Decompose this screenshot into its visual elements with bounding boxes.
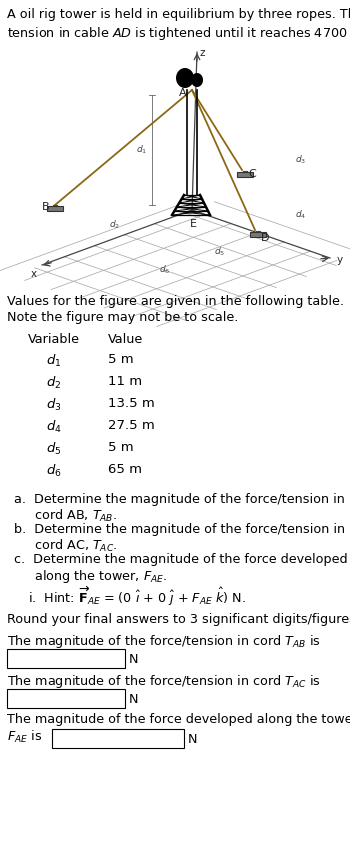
Text: 11 m: 11 m [108,375,142,388]
Text: D: D [261,233,270,243]
Text: The magnitude of the force developed along the tower: The magnitude of the force developed alo… [7,713,350,726]
Text: i.  Hint: $\overrightarrow{\mathbf{F}}_{AE}$ = (0 $\hat{\imath}$ + 0 $\hat{\jmat: i. Hint: $\overrightarrow{\mathbf{F}}_{A… [28,585,246,608]
Text: $d_3$: $d_3$ [295,154,306,166]
Text: Round your final answers to 3 significant digits/figures.: Round your final answers to 3 significan… [7,613,350,626]
Text: N: N [129,693,139,706]
Text: 65 m: 65 m [108,463,142,476]
Text: A oil rig tower is held in equilibrium by three ropes. The: A oil rig tower is held in equilibrium b… [7,8,350,21]
Text: z: z [200,48,205,58]
Text: Note the figure may not be to scale.: Note the figure may not be to scale. [7,311,238,324]
Text: Value: Value [108,333,143,346]
Text: $d_6$: $d_6$ [46,463,62,479]
Text: Values for the figure are given in the following table.: Values for the figure are given in the f… [7,295,344,308]
Polygon shape [176,68,194,88]
Text: x: x [31,269,37,279]
Text: $d_5$: $d_5$ [46,441,61,457]
Text: $d_6$: $d_6$ [159,264,171,276]
Text: $d_1$: $d_1$ [46,353,61,369]
Text: cord AC, $T_{AC}$.: cord AC, $T_{AC}$. [14,538,117,554]
Bar [7,689,125,708]
Text: tension in cable $AD$ is tightened until it reaches 4700 N.: tension in cable $AD$ is tightened until… [7,25,350,42]
Text: E: E [190,219,197,229]
Text: The magnitude of the force/tension in cord $T_{AC}$ is: The magnitude of the force/tension in co… [7,673,321,690]
Text: 5 m: 5 m [108,353,134,366]
Text: $d_1$: $d_1$ [136,144,147,156]
Text: $d_5$: $d_5$ [215,246,226,258]
Polygon shape [191,73,203,87]
Bar [237,171,253,177]
Bar [52,729,184,748]
Text: along the tower, $F_{AE}$.: along the tower, $F_{AE}$. [14,568,167,585]
Text: N: N [129,653,139,666]
Text: cord AB, $T_{AB}$.: cord AB, $T_{AB}$. [14,508,117,524]
Text: $d_3$: $d_3$ [46,397,62,413]
Text: N: N [188,733,197,746]
Text: Variable: Variable [28,333,80,346]
Text: $d_2$: $d_2$ [110,219,120,231]
Text: $d_4$: $d_4$ [295,209,306,221]
Text: c.  Determine the magnitude of the force developed: c. Determine the magnitude of the force … [14,553,348,566]
Text: 5 m: 5 m [108,441,134,454]
Text: B: B [42,202,50,212]
Text: 27.5 m: 27.5 m [108,419,155,432]
Bar [250,231,266,236]
Text: A: A [179,88,187,98]
Text: 13.5 m: 13.5 m [108,397,155,410]
Bar [47,205,63,210]
Text: y: y [337,255,343,265]
Text: $d_2$: $d_2$ [46,375,61,391]
Text: $d_4$: $d_4$ [46,419,62,435]
Text: The magnitude of the force/tension in cord $T_{AB}$ is: The magnitude of the force/tension in co… [7,633,321,650]
Text: C: C [248,169,256,179]
Bar [7,649,125,668]
Text: a.  Determine the magnitude of the force/tension in: a. Determine the magnitude of the force/… [14,493,345,506]
Text: $F_{AE}$ is: $F_{AE}$ is [7,729,42,745]
Text: b.  Determine the magnitude of the force/tension in: b. Determine the magnitude of the force/… [14,523,345,536]
